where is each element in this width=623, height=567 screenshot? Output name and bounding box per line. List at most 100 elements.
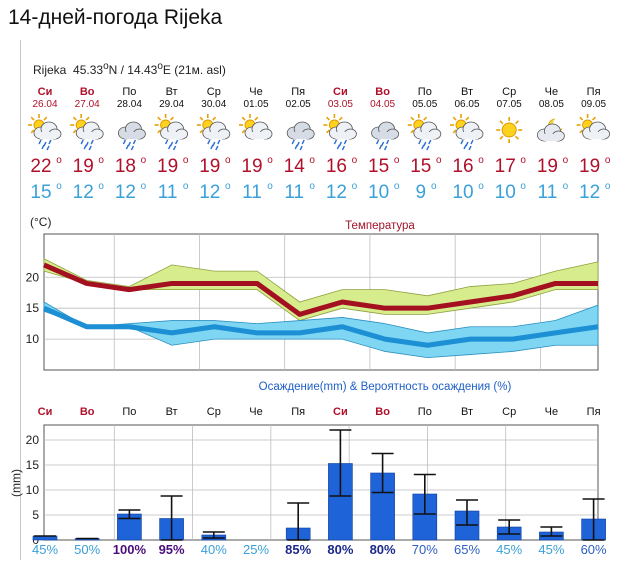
precip-tick-label: 5 [32,508,39,522]
day-name: Че [545,86,558,98]
sun-ray [199,129,204,134]
day-date: 27.04 [75,99,100,110]
temp-min: 12 [73,182,94,203]
sun-ray [30,116,35,121]
rain-drop [125,144,130,150]
day-name: Си [333,86,348,98]
temp-min: 11 [284,182,304,203]
day-date: 30.04 [201,99,226,110]
sun-cloud-rain-icon [70,114,104,151]
sun-ray [499,135,504,140]
precip-probability: 85% [285,542,311,557]
precip-tick-label: 20 [26,433,40,447]
rain-drop [83,144,87,150]
rain-drop [341,145,346,151]
temp-max: 16 [326,156,347,177]
cloud-fill [251,132,267,139]
rain-drop [210,144,214,150]
cloud-fill [335,132,352,139]
rain-drop [167,144,172,150]
temp-max: 19 [241,156,262,177]
cloud-fill [419,132,436,139]
rain-drop [90,139,94,145]
temp-min: 10 [452,182,473,203]
precip-day-label: Си [333,406,348,418]
sun-cloud-rain-icon [407,114,442,151]
sun-ray [465,116,470,121]
temp-max: 18 [115,156,136,177]
day-name: Вт [461,86,473,98]
sun-cloud-rain-icon [450,114,484,151]
temp-min: 10 [368,182,389,203]
sun-ray [338,116,343,121]
temp-min: 12 [579,182,600,203]
precip-probability: 40% [201,542,227,557]
day-date: 06.05 [454,99,479,110]
sun-ray [579,116,584,121]
sun-ray [254,116,259,121]
temp-ylabel: (°C) [30,215,51,229]
sun-ray [499,120,504,125]
rain-drop [418,139,422,145]
temp-max: 15 [410,156,431,177]
day-name: По [418,86,432,98]
location-lon: 14.43 [127,63,158,77]
day-date: 04.05 [370,99,395,110]
sun-cloud-rain-icon [196,114,231,151]
degree-sign: o [394,155,400,166]
rain-drop [174,139,179,145]
sun-cloud-icon [239,114,273,140]
sun-ray [199,116,204,121]
degree-sign: o [431,181,437,192]
rain-drop [336,144,341,150]
degree-sign: o [56,181,62,192]
day-date: 07.05 [497,99,522,110]
rain-drop [41,144,45,150]
rain-drop [383,145,388,151]
precip-probability: 50% [74,542,100,557]
temp-max: 19 [157,156,178,177]
temp-min: 12 [326,182,347,203]
sun-ray [241,116,246,121]
day-name: Пя [291,86,305,98]
cloud-fill [588,132,605,139]
precip-day-label: Си [38,406,53,418]
cloud-rain-icon [118,121,146,151]
sun-ray [241,129,246,134]
degree-sign: o [563,155,569,166]
tmin-line [43,305,599,348]
degree-sign: o [309,181,315,192]
day-date: 08.05 [539,99,564,110]
precip-plot-frame [43,424,599,541]
temp-title: Температура [345,220,415,232]
rain-drop [460,139,464,145]
location-alt: (21м. asl) [174,63,226,77]
rain-drop [130,145,135,151]
rain-drop [343,139,348,145]
temp-tick-label: 15 [26,301,40,315]
rain-drop [468,145,472,151]
rain-drop [38,139,42,145]
temp-min: 12 [199,182,220,203]
rain-drop [385,139,390,145]
day-name: Си [38,86,53,98]
temp-min: 15 [30,182,51,203]
rain-drop [291,139,295,145]
page-title: 14-дней-погода Rijeka [8,6,223,29]
temp-tick-label: 10 [26,332,40,346]
sun-disc [501,122,517,138]
sun-cloud-rain-icon [28,114,62,151]
temp-max: 19 [199,156,220,177]
temp-max: 14 [284,156,306,177]
precip-probability: 45% [496,542,522,557]
moon-cloud-icon [537,117,566,142]
degree-sign: o [478,181,484,192]
temp-tick-label: 20 [26,270,40,284]
precip-day-label: Ср [502,406,516,418]
cloud-fill [543,134,560,141]
sun-icon [496,117,523,143]
degree-sign: o [225,181,231,192]
sun-ray [514,120,519,125]
temperature-chart: 10 15 20 (°C) Температура [26,215,599,371]
